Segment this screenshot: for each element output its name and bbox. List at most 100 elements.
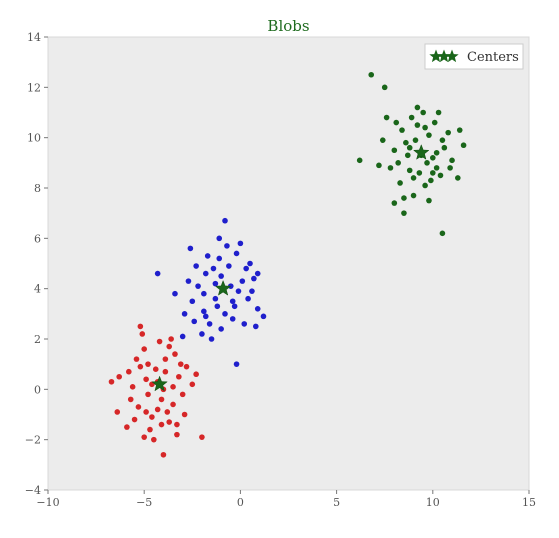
data-point-cluster-2 bbox=[237, 240, 244, 247]
data-point-cluster-3 bbox=[376, 162, 382, 169]
data-point-cluster-1 bbox=[193, 371, 199, 378]
x-tick-label: −10 bbox=[36, 496, 59, 509]
data-point-cluster-1 bbox=[162, 356, 169, 362]
data-point-cluster-3 bbox=[437, 172, 444, 179]
data-point-cluster-1 bbox=[158, 421, 165, 428]
data-point-cluster-1 bbox=[172, 351, 178, 357]
data-point-cluster-1 bbox=[143, 376, 149, 383]
data-point-cluster-3 bbox=[422, 182, 428, 189]
data-point-cluster-3 bbox=[428, 177, 434, 184]
data-point-cluster-1 bbox=[156, 338, 163, 345]
data-point-cluster-1 bbox=[145, 391, 151, 398]
data-point-cluster-1 bbox=[162, 368, 169, 375]
data-point-cluster-3 bbox=[439, 230, 446, 237]
y-tick-label: 6 bbox=[34, 232, 41, 245]
data-point-cluster-1 bbox=[124, 424, 130, 430]
y-tick-label: −2 bbox=[25, 434, 41, 447]
data-point-cluster-2 bbox=[187, 245, 194, 252]
data-point-cluster-3 bbox=[422, 124, 428, 131]
data-point-cluster-3 bbox=[368, 71, 375, 78]
data-point-cluster-3 bbox=[387, 165, 394, 171]
data-point-cluster-3 bbox=[401, 210, 407, 216]
legend-star-marker bbox=[445, 49, 459, 63]
data-point-cluster-3 bbox=[424, 160, 430, 166]
data-point-cluster-1 bbox=[129, 384, 136, 390]
data-point-cluster-1 bbox=[126, 368, 132, 375]
data-point-cluster-1 bbox=[166, 419, 173, 425]
data-point-cluster-3 bbox=[441, 144, 448, 151]
x-tick-label: −5 bbox=[136, 496, 152, 509]
data-point-cluster-3 bbox=[439, 137, 446, 143]
data-point-cluster-2 bbox=[185, 278, 192, 284]
x-tick-label: 15 bbox=[522, 496, 536, 509]
data-point-cluster-1 bbox=[181, 411, 188, 418]
data-point-cluster-1 bbox=[152, 366, 159, 373]
data-point-cluster-2 bbox=[235, 288, 242, 294]
data-point-cluster-2 bbox=[195, 283, 201, 289]
data-point-cluster-1 bbox=[154, 406, 161, 413]
data-point-cluster-1 bbox=[151, 436, 157, 443]
center-star-marker bbox=[412, 144, 430, 160]
data-point-cluster-1 bbox=[137, 323, 144, 330]
legend: Centers bbox=[424, 43, 524, 70]
data-point-cluster-1 bbox=[179, 391, 186, 398]
data-point-cluster-3 bbox=[379, 137, 386, 143]
y-tick-label: −4 bbox=[25, 484, 41, 497]
data-point-cluster-2 bbox=[229, 298, 236, 305]
data-point-cluster-1 bbox=[183, 363, 190, 370]
data-point-cluster-3 bbox=[433, 149, 440, 156]
x-tick-label: 0 bbox=[237, 496, 244, 509]
data-point-cluster-3 bbox=[406, 144, 413, 151]
data-point-cluster-2 bbox=[154, 270, 161, 277]
data-point-cluster-1 bbox=[174, 421, 180, 428]
data-point-cluster-1 bbox=[189, 381, 196, 388]
data-point-cluster-3 bbox=[435, 109, 442, 116]
data-point-cluster-2 bbox=[216, 255, 223, 262]
data-point-cluster-3 bbox=[391, 147, 398, 154]
data-point-cluster-2 bbox=[210, 265, 217, 272]
data-point-cluster-2 bbox=[191, 318, 198, 325]
data-point-cluster-3 bbox=[356, 157, 363, 164]
data-point-cluster-1 bbox=[135, 404, 142, 410]
center-star-marker bbox=[151, 375, 168, 392]
data-point-cluster-1 bbox=[143, 409, 149, 415]
chart-title: Blobs bbox=[267, 17, 309, 35]
data-point-cluster-3 bbox=[410, 192, 417, 199]
data-point-cluster-2 bbox=[245, 295, 251, 302]
data-point-cluster-1 bbox=[133, 356, 140, 362]
data-point-cluster-3 bbox=[420, 109, 426, 116]
data-point-cluster-2 bbox=[181, 311, 188, 317]
data-point-cluster-2 bbox=[212, 280, 219, 287]
data-point-cluster-1 bbox=[141, 346, 147, 352]
data-point-cluster-3 bbox=[412, 137, 419, 143]
x-axis: −10 −5 0 5 10 15 bbox=[36, 490, 536, 509]
y-tick-label: 10 bbox=[27, 132, 41, 145]
data-point-cluster-1 bbox=[168, 336, 174, 342]
data-point-cluster-1 bbox=[108, 378, 115, 385]
data-point-cluster-2 bbox=[199, 331, 205, 337]
data-point-cluster-2 bbox=[212, 295, 219, 302]
data-point-cluster-2 bbox=[251, 275, 257, 282]
data-point-cluster-1 bbox=[116, 373, 122, 380]
data-point-cluster-1 bbox=[170, 384, 176, 390]
data-point-cluster-3 bbox=[433, 165, 440, 171]
data-point-cluster-2 bbox=[247, 260, 253, 267]
x-tick-label: 5 bbox=[333, 496, 340, 509]
data-point-cluster-2 bbox=[254, 270, 261, 277]
data-point-cluster-2 bbox=[193, 263, 199, 269]
data-point-cluster-2 bbox=[206, 321, 213, 327]
data-point-cluster-1 bbox=[176, 373, 182, 380]
data-point-cluster-2 bbox=[239, 278, 246, 284]
data-point-cluster-2 bbox=[218, 273, 224, 279]
y-tick-label: 12 bbox=[27, 81, 41, 94]
data-point-cluster-3 bbox=[447, 165, 453, 171]
data-point-cluster-1 bbox=[137, 363, 144, 370]
legend-star-icon bbox=[429, 49, 459, 63]
data-point-cluster-3 bbox=[449, 157, 455, 164]
data-point-cluster-3 bbox=[391, 200, 398, 206]
data-point-cluster-3 bbox=[410, 175, 417, 181]
data-point-cluster-3 bbox=[414, 104, 421, 111]
data-point-cluster-3 bbox=[397, 180, 403, 186]
data-point-cluster-2 bbox=[179, 333, 186, 340]
